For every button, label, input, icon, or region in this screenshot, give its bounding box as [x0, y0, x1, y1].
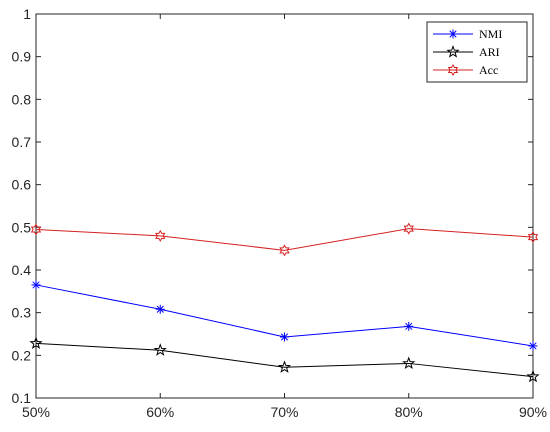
legend-label-nmi: NMI — [479, 27, 502, 41]
y-tick-label: 0.9 — [12, 49, 32, 65]
y-tick-label: 0.5 — [12, 219, 32, 235]
data-point-ari — [526, 369, 540, 383]
x-tick-label: 70% — [270, 404, 298, 420]
data-point-acc — [279, 244, 290, 257]
data-point-nmi — [528, 341, 538, 351]
series-line-ari — [35, 342, 534, 378]
y-tick-label: 0.8 — [12, 91, 32, 107]
y-tick-label: 0.1 — [12, 390, 32, 406]
y-tick-label: 1 — [23, 6, 31, 22]
legend-marker-acc — [447, 64, 459, 76]
x-tick-label: 90% — [519, 404, 547, 420]
x-tick-label: 50% — [22, 404, 50, 420]
plot-area: 0.1 0.2 0.3 0.4 0.5 0.6 0.7 0.8 0.9 1 50% 60% 70% 80%… — [12, 6, 547, 420]
data-point-nmi — [31, 280, 41, 290]
series-line-acc — [35, 228, 534, 251]
data-point-acc — [403, 222, 414, 235]
x-tick-label: 60% — [146, 404, 174, 420]
data-point-ari — [153, 343, 167, 356]
legend-marker-ari — [446, 45, 460, 58]
data-point-ari — [277, 360, 292, 373]
y-tick-label: 0.4 — [12, 262, 32, 278]
data-point-nmi — [280, 332, 289, 342]
series-layer — [29, 222, 540, 383]
data-point-acc — [155, 229, 166, 242]
y-tick-label: 0.2 — [12, 347, 32, 363]
y-tick-label: 0.7 — [12, 134, 32, 150]
data-point-nmi — [404, 321, 414, 331]
data-point-ari — [402, 356, 416, 370]
legend-marker-nmi — [448, 29, 458, 39]
x-tick-label: 80% — [395, 404, 423, 420]
data-point-acc — [527, 231, 539, 244]
data-point-ari — [29, 336, 43, 350]
data-point-acc — [30, 223, 42, 236]
legend-label-acc: Acc — [479, 63, 498, 77]
legend: NMI ARI Acc — [426, 21, 528, 83]
y-tick-label: 0.6 — [12, 177, 32, 193]
data-point-nmi — [155, 304, 165, 314]
legend-label-ari: ARI — [479, 45, 500, 59]
y-tick-label: 0.3 — [12, 305, 32, 321]
